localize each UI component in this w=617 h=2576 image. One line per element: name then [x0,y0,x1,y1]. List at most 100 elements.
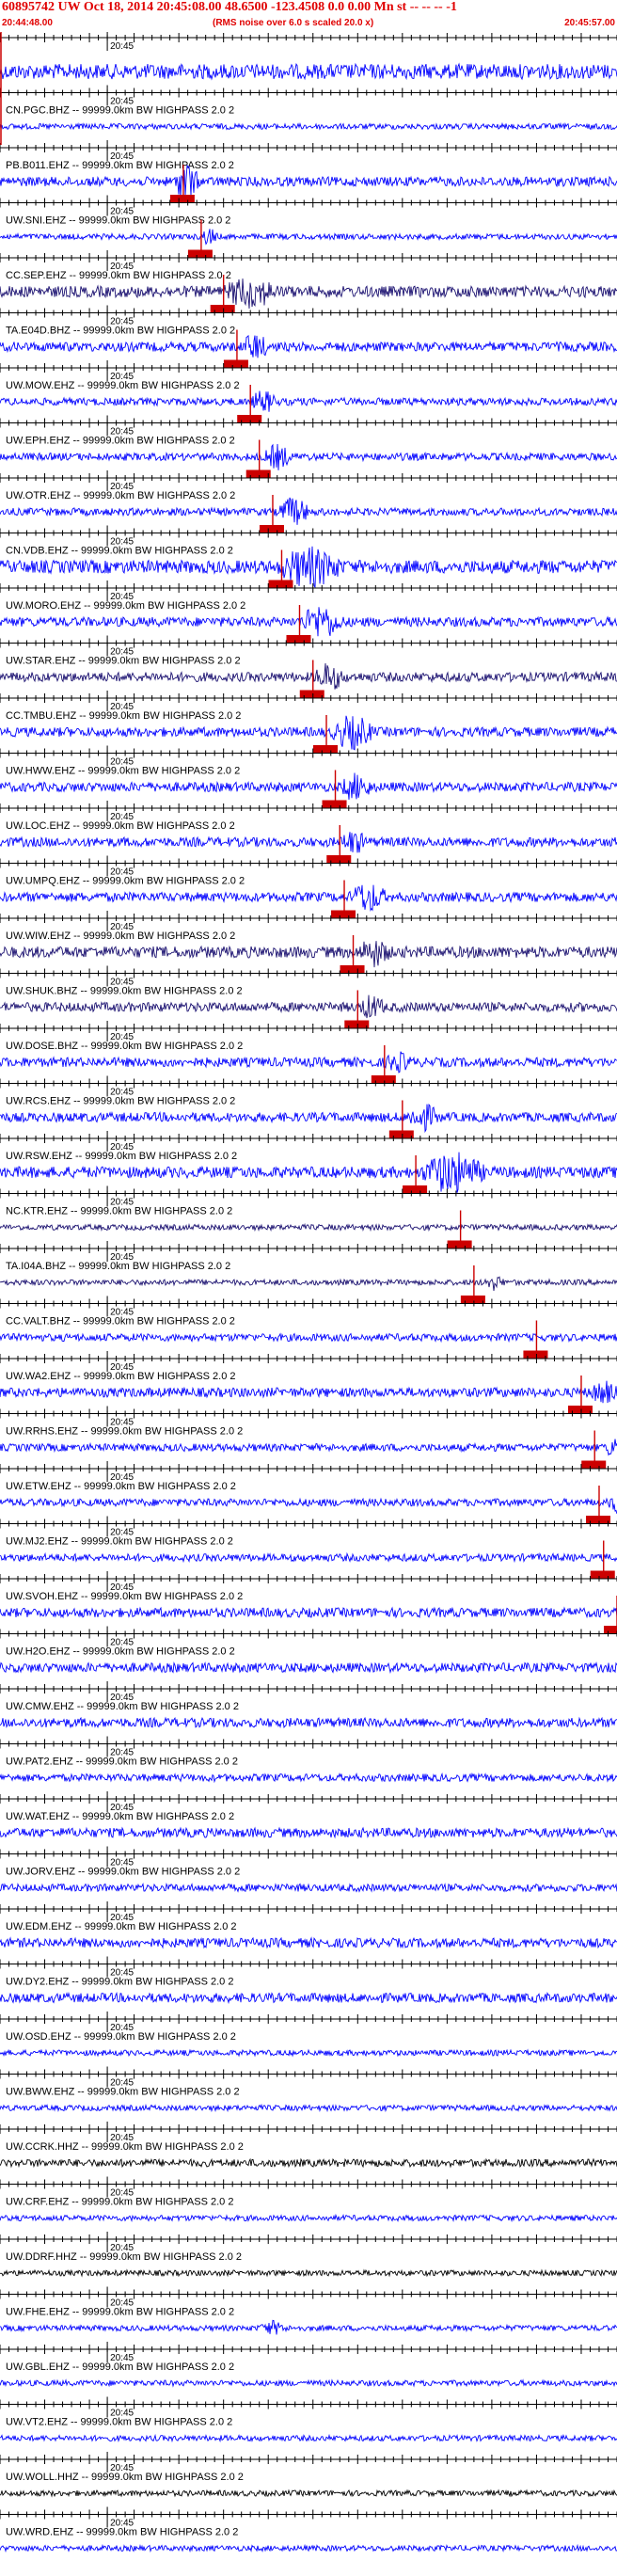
waveform-trace [0,2319,617,2335]
trace-label: UW.OSD.EHZ -- 99999.0km BW HIGHPASS 2.0 … [6,2031,236,2043]
minute-label: 20:45 [110,757,134,768]
trace-label: UW.STAR.EHZ -- 99999.0km BW HIGHPASS 2.0… [6,656,241,667]
waveform-trace [0,2268,617,2278]
minute-label: 20:45 [110,537,134,548]
waveform-trace [0,546,617,589]
trace-label: UW.WRD.EHZ -- 99999.0km BW HIGHPASS 2.0 … [6,2527,238,2538]
pick-marker [223,359,248,368]
waveform-trace [0,334,617,358]
minute-label: 20:45 [110,702,134,712]
pick-marker [604,1626,617,1633]
pick-marker [286,635,311,643]
minute-label: 20:45 [110,812,134,822]
trace-label: UW.SNI.EHZ -- 99999.0km BW HIGHPASS 2.0 … [6,215,230,227]
pick-marker [169,195,195,202]
minute-label: 20:45 [110,2463,134,2473]
scale-note: (RMS noise over 6.0 s scaled 20.0 x) [213,18,374,28]
pick-marker [326,855,352,863]
pick-marker [585,1516,610,1523]
minute-label: 20:45 [110,207,134,217]
trace-label: UW.WAT.EHZ -- 99999.0km BW HIGHPASS 2.0 … [6,1811,234,1822]
minute-label: 20:45 [110,1252,134,1263]
trace-label: UW.FHE.EHZ -- 99999.0km BW HIGHPASS 2.0 … [6,2307,234,2318]
pick-marker [259,525,284,533]
waveform-trace [0,62,617,81]
minute-label: 20:45 [110,1362,134,1373]
waveform-trace [0,2103,617,2113]
waveform-trace [0,1152,617,1193]
waveform-trace [0,884,617,912]
pick-marker [523,1350,548,1359]
waveform-trace [0,2543,617,2553]
waveform-trace [0,2213,617,2223]
waveform-trace [0,1380,617,1404]
trace-label: UW.MOW.EHZ -- 99999.0km BW HIGHPASS 2.0 … [6,380,240,391]
pick-marker [567,1406,593,1413]
trace-label: UW.H2O.EHZ -- 99999.0km BW HIGHPASS 2.0 … [6,1646,235,1658]
pick-marker [245,469,271,478]
waveform-trace [0,2378,617,2388]
waveform-trace [0,278,617,310]
trace-label: UW.WA2.EHZ -- 99999.0km BW HIGHPASS 2.0 … [6,1371,236,1382]
pick-marker [313,745,339,753]
trace-label: TA.E04D.BHZ -- 99999.0km BW HIGHPASS 2.0… [6,326,235,337]
minute-label: 20:45 [110,2243,134,2253]
pick-marker [187,249,213,258]
pick-marker [268,580,293,588]
trace-label: CC.TMBU.EHZ -- 99999.0km BW HIGHPASS 2.0… [6,710,241,722]
trace-label: UW.HWW.EHZ -- 99999.0km BW HIGHPASS 2.0 … [6,766,240,777]
trace-label: NC.KTR.EHZ -- 99999.0km BW HIGHPASS 2.0 … [6,1206,232,1217]
minute-label: 20:45 [110,2133,134,2143]
start-time: 20:44:48.00 [2,18,53,28]
trace-label: UW.RRHS.EHZ -- 99999.0km BW HIGHPASS 2.0… [6,1426,243,1438]
trace-label: UW.RSW.EHZ -- 99999.0km BW HIGHPASS 2.0 … [6,1151,237,1162]
trace-label: TA.I04A.BHZ -- 99999.0km BW HIGHPASS 2.0… [6,1261,230,1272]
trace-label: UW.DOSE.BHZ -- 99999.0km BW HIGHPASS 2.0… [6,1041,243,1052]
minute-label: 20:45 [110,151,134,162]
trace-label: UW.MORO.EHZ -- 99999.0km BW HIGHPASS 2.0… [6,600,245,612]
pick-marker [460,1296,485,1303]
minute-label: 20:45 [110,2519,134,2529]
waveform-trace [0,2489,617,2498]
pick-marker [388,1130,414,1138]
waveform-trace [0,1991,617,2005]
waveform-trace [0,832,617,853]
pick-marker [340,965,365,973]
trace-label: UW.CMW.EHZ -- 99999.0km BW HIGHPASS 2.0 … [6,1701,239,1712]
waveform-trace [0,497,617,525]
minute-label: 20:45 [110,482,134,492]
minute-label: 20:45 [110,1308,134,1318]
trace-label: UW.GBL.EHZ -- 99999.0km BW HIGHPASS 2.0 … [6,2361,234,2373]
pick-marker [210,305,235,312]
minute-label: 20:45 [110,1858,134,1868]
waveform-trace [0,1222,617,1232]
waveform-trace [0,994,617,1019]
minute-label: 20:45 [110,2023,134,2033]
waveform-trace [0,121,617,131]
minute-label: 20:45 [110,1528,134,1538]
waveform-trace [0,2048,617,2058]
waveform-trace [0,2157,617,2169]
minute-label: 20:45 [110,867,134,878]
minute-label: 20:45 [110,1803,134,1813]
waveform-trace [0,1439,617,1456]
trace-label: UW.UMPQ.EHZ -- 99999.0km BW HIGHPASS 2.0… [6,876,245,887]
waveform-trace [0,443,617,470]
waveform-trace [0,1332,617,1344]
waveform-trace [0,1882,617,1893]
trace-label: CN.PGC.BHZ -- 99999.0km BW HIGHPASS 2.0 … [6,105,234,117]
pick-marker [237,415,262,422]
trace-label: UW.WOLL.HHZ -- 99999.0km BW HIGHPASS 2.0… [6,2472,244,2483]
trace-label: UW.CCRK.HHZ -- 99999.0km BW HIGHPASS 2.0… [6,2141,244,2153]
trace-label: CN.VDB.EHZ -- 99999.0km BW HIGHPASS 2.0 … [6,546,233,557]
trace-label: CC.VALT.BHZ -- 99999.0km BW HIGHPASS 2.0… [6,1316,235,1328]
minute-label: 20:45 [110,2078,134,2089]
waveform-trace [0,165,617,198]
waveform-trace [0,229,617,246]
trace-label: UW.VT2.EHZ -- 99999.0km BW HIGHPASS 2.0 … [6,2417,232,2428]
trace-label: UW.DDRF.HHZ -- 99999.0km BW HIGHPASS 2.0… [6,2251,242,2263]
event-title: 60895742 UW Oct 18, 2014 20:45:08.00 48.… [2,0,457,14]
minute-label: 20:45 [110,922,134,932]
minute-label: 20:45 [110,1198,134,1208]
trace-label: UW.BWW.EHZ -- 99999.0km BW HIGHPASS 2.0 … [6,2087,240,2098]
